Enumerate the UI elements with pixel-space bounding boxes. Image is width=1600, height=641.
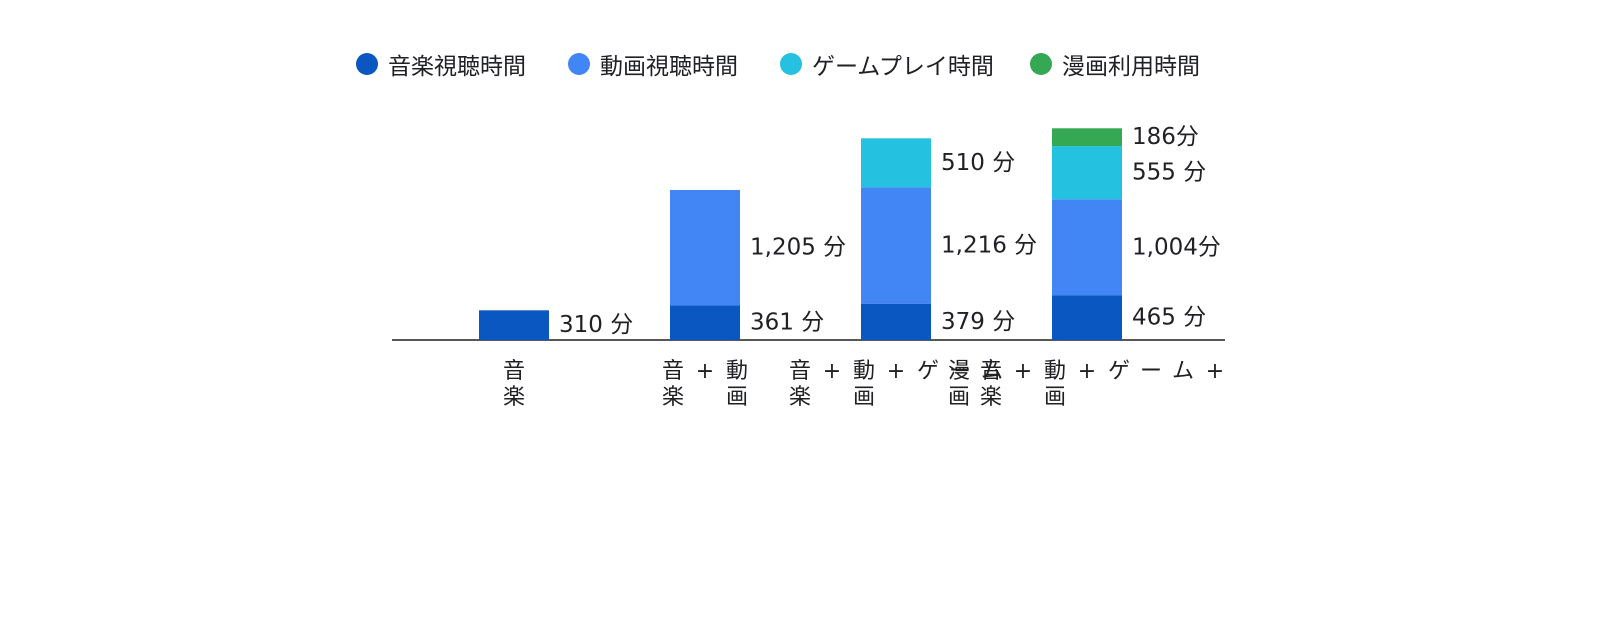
category-label: 画 [726, 385, 748, 410]
category-label: + [1078, 359, 1096, 384]
category-label: 漫 [948, 359, 970, 384]
data-label: 379 分 [941, 309, 1015, 335]
data-label: 465 分 [1132, 305, 1206, 331]
category-label: 楽 [662, 385, 684, 410]
data-label: 361 分 [750, 310, 824, 336]
data-label: 555 分 [1132, 160, 1206, 186]
category-label: 動 [1044, 359, 1066, 384]
legend-label-music: 音楽視聴時間 [388, 54, 526, 80]
legend-swatch-game [780, 53, 802, 75]
bar-segment [670, 305, 740, 340]
category-label: ム [1172, 359, 1194, 384]
bar-segment [1052, 199, 1122, 296]
category-label: 音 [503, 359, 525, 384]
legend-item-music: 音楽視聴時間 [356, 44, 526, 84]
category-label: 楽 [980, 385, 1002, 410]
legend-item-video: 動画視聴時間 [568, 44, 738, 84]
category-label: 画 [1044, 385, 1066, 410]
category-label: + [887, 359, 905, 384]
category-label: 画 [853, 385, 875, 410]
legend-label-video: 動画視聴時間 [600, 54, 738, 80]
bar-segment [1052, 295, 1122, 340]
category-label: 音 [662, 359, 684, 384]
category-label: ー [949, 359, 971, 384]
data-label: 510 分 [941, 150, 1015, 176]
bar-segment [670, 189, 740, 306]
data-label: 1,216 分 [941, 232, 1037, 258]
category-label: 動 [853, 359, 875, 384]
legend-swatch-manga [1030, 53, 1052, 75]
category-label: 楽 [789, 385, 811, 410]
legend-label-game: ゲームプレイ時間 [812, 54, 994, 80]
bar-segment [861, 138, 931, 188]
chart-legend: 音楽視聴時間 動画視聴時間 ゲームプレイ時間 漫画利用時間 [0, 44, 1600, 84]
bar-segment [1052, 128, 1122, 147]
category-label: ム [981, 359, 1003, 384]
category-label: 動 [726, 359, 748, 384]
category-label: + [696, 359, 714, 384]
category-label: ゲ [917, 359, 939, 384]
category-label: + [1014, 359, 1032, 384]
data-label: 310 分 [559, 312, 633, 338]
legend-swatch-music [356, 53, 378, 75]
data-label: 1,205 分 [750, 235, 846, 261]
legend-item-game: ゲームプレイ時間 [780, 44, 994, 84]
category-label: 音 [789, 359, 811, 384]
bar-segment [861, 303, 931, 340]
category-label: + [823, 359, 841, 384]
bar-segment [479, 310, 549, 340]
legend-label-manga: 漫画利用時間 [1062, 54, 1200, 80]
data-label: 1,004分 [1132, 234, 1221, 260]
category-label: 楽 [503, 385, 525, 410]
legend-swatch-video [568, 53, 590, 75]
bar-segment [1052, 146, 1122, 200]
category-label: + [1206, 359, 1224, 384]
bar-segment [861, 187, 931, 304]
category-label: 音 [980, 359, 1002, 384]
category-label: 画 [948, 385, 970, 410]
category-label: ゲ [1108, 359, 1130, 384]
data-label: 186分 [1132, 124, 1199, 150]
legend-item-manga: 漫画利用時間 [1030, 44, 1200, 84]
category-label: ー [1140, 359, 1162, 384]
